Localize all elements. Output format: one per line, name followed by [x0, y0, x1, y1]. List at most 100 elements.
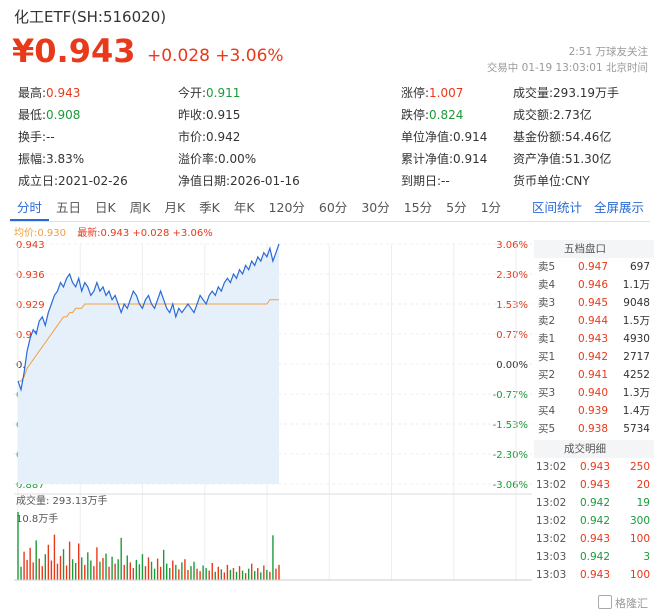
tab-6[interactable]: 年K: [233, 200, 255, 215]
trade-time: 13:02: [536, 533, 567, 545]
chart-legend: 均价:0.930 最新:0.943 +0.028 +3.06%: [14, 224, 213, 239]
latest-price-legend: 最新:0.943 +0.028 +3.06%: [77, 228, 213, 239]
tab-5[interactable]: 季K: [199, 200, 220, 215]
tab-9[interactable]: 30分: [361, 200, 390, 215]
pct-tick-label: 1.53%: [496, 300, 528, 311]
stat-item: 最低: 0.908: [18, 104, 178, 126]
trade-price: 0.943: [579, 533, 610, 545]
volume-max-label: 10.8万手: [16, 512, 58, 525]
stat-label: 成交量:: [513, 86, 554, 100]
stat-label: 货币单位:: [513, 174, 566, 188]
trade-volume: 100: [629, 569, 650, 581]
stat-item: 单位净值: 0.914: [401, 126, 513, 148]
stat-label: 成立日:: [18, 174, 59, 188]
trade-status: 交易中 01-19 13:03:01 北京时间: [486, 62, 648, 74]
x-tick-label: 11:30/13:00: [236, 584, 297, 585]
ob-price: 0.947: [577, 261, 608, 273]
ob-label: 买5: [538, 423, 556, 435]
stat-value: 2026-01-16: [230, 174, 300, 188]
tab-0[interactable]: 分时: [10, 197, 50, 221]
pct-tick-label: -0.77%: [493, 390, 528, 401]
stat-item: 成交量: 293.19万手: [513, 82, 648, 104]
trade-volume: 250: [629, 461, 650, 473]
stats-grid: 最高: 0.943 今开: 0.911 涨停: 1.007 成交量: 293.19万手…: [18, 82, 648, 192]
orderbook-row: 买2 0.941 4252: [534, 366, 654, 384]
stat-label: 昨收:: [178, 108, 207, 122]
pct-tick-label: 2.30%: [496, 270, 528, 281]
chart-tabs: 分时 五日 日K 周K 月K 季K 年K 120分 60分 30分 15分 5分 1分 区间统计 全屏展示: [10, 197, 650, 222]
tab-12[interactable]: 1分: [480, 200, 502, 215]
ob-label: 卖2: [538, 315, 556, 327]
orderbook-row: 卖1 0.943 4930: [534, 330, 654, 348]
trade-row: 13:03 0.943 100: [534, 566, 654, 584]
trade-row: 13:02 0.943 250: [534, 458, 654, 476]
trade-row: 13:02 0.942 300: [534, 512, 654, 530]
trade-time: 13:02: [536, 479, 567, 491]
range-stats-link[interactable]: 区间统计: [531, 200, 582, 215]
chart-svg: 0.943 3.06% 0.936 2.30% 0.929 1.53% 0.922 0.77%…: [14, 240, 532, 595]
stat-item: 换手: --: [18, 126, 178, 148]
y-tick-label: 0.936: [16, 270, 45, 281]
stats-row: 最低: 0.908 昨收: 0.915 跌停: 0.824 成交额: 2.73亿: [18, 104, 648, 126]
ob-label: 卖1: [538, 333, 556, 345]
tab-3[interactable]: 周K: [129, 200, 151, 215]
stat-value: 3.83%: [46, 152, 85, 166]
stat-label: 今开:: [178, 86, 207, 100]
tab-8[interactable]: 60分: [318, 200, 348, 215]
x-tick-label: 14:00: [377, 584, 406, 585]
trade-row: 13:03 0.942 3: [534, 548, 654, 566]
y-tick-label: 0.922: [16, 330, 45, 341]
stat-item: 市价: 0.942: [178, 126, 401, 148]
stat-item: 基金份额: 54.46亿: [513, 126, 648, 148]
stat-label: 到期日:: [401, 174, 442, 188]
trade-price: 0.943: [579, 479, 610, 491]
ob-volume: 1.5万: [622, 315, 650, 327]
tab-4[interactable]: 月K: [164, 200, 186, 215]
trade-price: 0.942: [579, 551, 610, 563]
ob-label: 买1: [538, 351, 556, 363]
stat-item: 跌停: 0.824: [401, 104, 513, 126]
fullscreen-link[interactable]: 全屏展示: [593, 200, 644, 215]
avg-price-line: [18, 299, 279, 382]
orderbook-row: 买4 0.939 1.4万: [534, 402, 654, 420]
stat-value: 0.824: [429, 108, 464, 122]
trade-price: 0.943: [579, 461, 610, 473]
stat-value: 2.73亿: [553, 108, 592, 122]
y-tick-label: 0.887: [16, 480, 45, 491]
x-tick-label: 09:30: [14, 584, 43, 585]
trade-row: 13:02 0.942 19: [534, 494, 654, 512]
stat-label: 资产净值:: [513, 152, 566, 166]
intraday-chart[interactable]: 0.943 3.06% 0.936 2.30% 0.929 1.53% 0.922 0.77%…: [14, 240, 532, 595]
stat-value: --: [441, 174, 450, 188]
stat-value: 0.914: [453, 152, 488, 166]
stat-label: 基金份额:: [513, 130, 566, 144]
stats-row: 最高: 0.943 今开: 0.911 涨停: 1.007 成交量: 293.19万手: [18, 82, 648, 104]
pct-tick-label: -3.06%: [493, 480, 528, 491]
stat-value: 54.46亿: [565, 130, 612, 144]
tab-7[interactable]: 120分: [268, 200, 305, 215]
tab-10[interactable]: 15分: [403, 200, 433, 215]
stat-value: 0.914: [453, 130, 488, 144]
ob-volume: 1.4万: [622, 405, 650, 417]
price-change: +0.028 +3.06%: [147, 46, 284, 66]
trade-price: 0.942: [579, 497, 610, 509]
stat-item: 资产净值: 51.30亿: [513, 148, 648, 170]
stat-label: 最高:: [18, 86, 47, 100]
stat-value: 0.911: [206, 86, 241, 100]
y-tick-label: 0.929: [16, 300, 45, 311]
stat-label: 单位净值:: [401, 130, 454, 144]
trades-title: 成交明细: [534, 440, 654, 458]
stat-item: 到期日: --: [401, 170, 513, 192]
ob-volume: 697: [629, 261, 650, 273]
tab-1[interactable]: 五日: [56, 200, 82, 215]
ob-price: 0.944: [577, 315, 608, 327]
stat-item: 成交额: 2.73亿: [513, 104, 648, 126]
ob-volume: 1.3万: [622, 387, 650, 399]
watermark-icon: [598, 595, 612, 609]
ob-label: 卖3: [538, 297, 556, 309]
stat-item: 溢价率: 0.00%: [178, 148, 401, 170]
tab-2[interactable]: 日K: [95, 200, 116, 215]
orderbook-row: 卖4 0.946 1.1万: [534, 276, 654, 294]
tab-11[interactable]: 5分: [446, 200, 467, 215]
trade-price: 0.943: [579, 569, 610, 581]
